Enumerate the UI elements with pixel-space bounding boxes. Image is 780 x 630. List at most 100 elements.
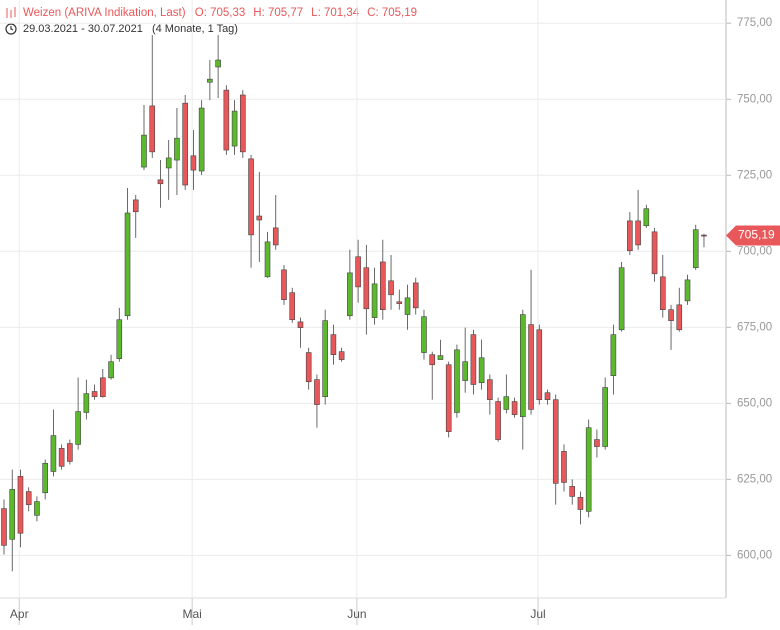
candle-body <box>528 324 534 410</box>
candle-body <box>231 110 238 147</box>
y-tick-label: 675,00 <box>737 321 772 333</box>
candle-body <box>618 267 625 331</box>
candle-body <box>272 227 279 246</box>
candle-body <box>198 107 205 172</box>
candle-body <box>100 377 106 397</box>
candle-body <box>108 361 114 379</box>
candle-body <box>42 462 48 494</box>
candle-body <box>322 320 328 397</box>
candle-body <box>174 137 180 161</box>
candle-body <box>17 476 24 534</box>
x-tick-label: Jun <box>347 607 366 621</box>
candle-body <box>248 158 254 236</box>
candle-body <box>256 215 263 221</box>
candle-body <box>347 272 353 317</box>
candle-body <box>470 334 477 385</box>
candle-body <box>363 267 370 310</box>
candle-body <box>635 220 641 246</box>
candle-body <box>338 351 345 360</box>
candle-body <box>437 355 444 360</box>
candle-body <box>701 234 707 237</box>
last-price-label: 705,19 <box>738 228 775 242</box>
candle-body <box>454 349 460 413</box>
candle-body <box>421 316 427 353</box>
candle-body <box>659 276 666 310</box>
ohlc-label: H: 705,77 <box>253 7 303 19</box>
candle-body <box>215 59 221 68</box>
candle-body <box>429 354 436 366</box>
candle-body <box>1 508 7 546</box>
y-tick-label: 700,00 <box>737 245 772 257</box>
candle-body <box>9 489 16 540</box>
header-icon <box>6 7 16 18</box>
candle-body <box>182 102 188 186</box>
candle-body <box>520 314 526 418</box>
candle-body <box>503 396 510 410</box>
candle-body <box>627 220 633 251</box>
candle-body <box>297 321 304 328</box>
candle-body <box>149 105 156 153</box>
candle-body <box>355 256 361 288</box>
chart-title: Weizen (ARIVA Indikation, Last) <box>23 7 186 19</box>
candle-body <box>281 269 287 300</box>
candle-body <box>651 231 658 275</box>
y-tick-label: 750,00 <box>737 93 772 105</box>
candle-body <box>511 401 518 415</box>
candle-body <box>462 361 468 381</box>
candle-body <box>412 282 419 309</box>
candle-body <box>124 212 131 317</box>
candle-body <box>58 448 65 467</box>
header: Weizen (ARIVA Indikation, Last) O: 705,3… <box>23 7 417 19</box>
candle-body <box>602 387 608 447</box>
candle-body <box>536 329 543 401</box>
x-tick-label: Mai <box>182 607 201 621</box>
candle-body <box>75 411 81 445</box>
y-tick-label: 600,00 <box>737 549 772 561</box>
date-range: 29.03.2021 - 30.07.2021 <box>23 23 143 35</box>
candle-body <box>223 89 230 151</box>
candle-body <box>190 155 197 171</box>
candle-body <box>314 379 320 405</box>
candle-body <box>305 352 312 383</box>
candle-body <box>487 379 493 401</box>
ohlc-label: C: 705,19 <box>367 7 417 19</box>
y-tick-label: 625,00 <box>737 473 772 485</box>
x-tick-label: Jul <box>530 607 545 621</box>
candle-body <box>478 357 485 383</box>
ohlc-label: L: 701,34 <box>311 7 360 19</box>
candle-body <box>25 491 32 505</box>
candle-body <box>388 280 394 296</box>
y-tick-label: 650,00 <box>737 397 772 409</box>
candle-body <box>330 334 337 356</box>
candle-body <box>91 391 98 397</box>
candle-body <box>50 435 57 472</box>
candle-body <box>684 279 691 302</box>
candle-body <box>610 334 617 376</box>
candle-body <box>132 199 139 213</box>
candle-body <box>116 319 123 359</box>
candle-body <box>207 78 213 83</box>
candle-body <box>569 486 576 497</box>
candle-body <box>594 439 600 447</box>
candle-body <box>380 261 386 310</box>
candle-body <box>264 241 271 278</box>
y-tick-label: 725,00 <box>737 169 772 181</box>
candle-body <box>67 443 73 462</box>
candle-body <box>577 497 584 510</box>
candle-body <box>676 304 683 331</box>
clock-icon <box>5 23 17 35</box>
candle-body <box>404 297 411 315</box>
candle-body <box>544 392 551 401</box>
candle-body <box>585 427 592 512</box>
candle-body <box>371 283 378 318</box>
candle-body <box>668 309 674 321</box>
period: (4 Monate, 1 Tag) <box>152 23 238 35</box>
candle-body <box>34 501 40 516</box>
candle-body <box>445 364 452 432</box>
subtitle: 29.03.2021 - 30.07.2021 (4 Monate, 1 Tag… <box>23 23 238 35</box>
candle-body <box>495 401 501 440</box>
candle-body <box>157 179 164 185</box>
candle-body <box>643 208 650 227</box>
candle-body <box>165 157 172 169</box>
